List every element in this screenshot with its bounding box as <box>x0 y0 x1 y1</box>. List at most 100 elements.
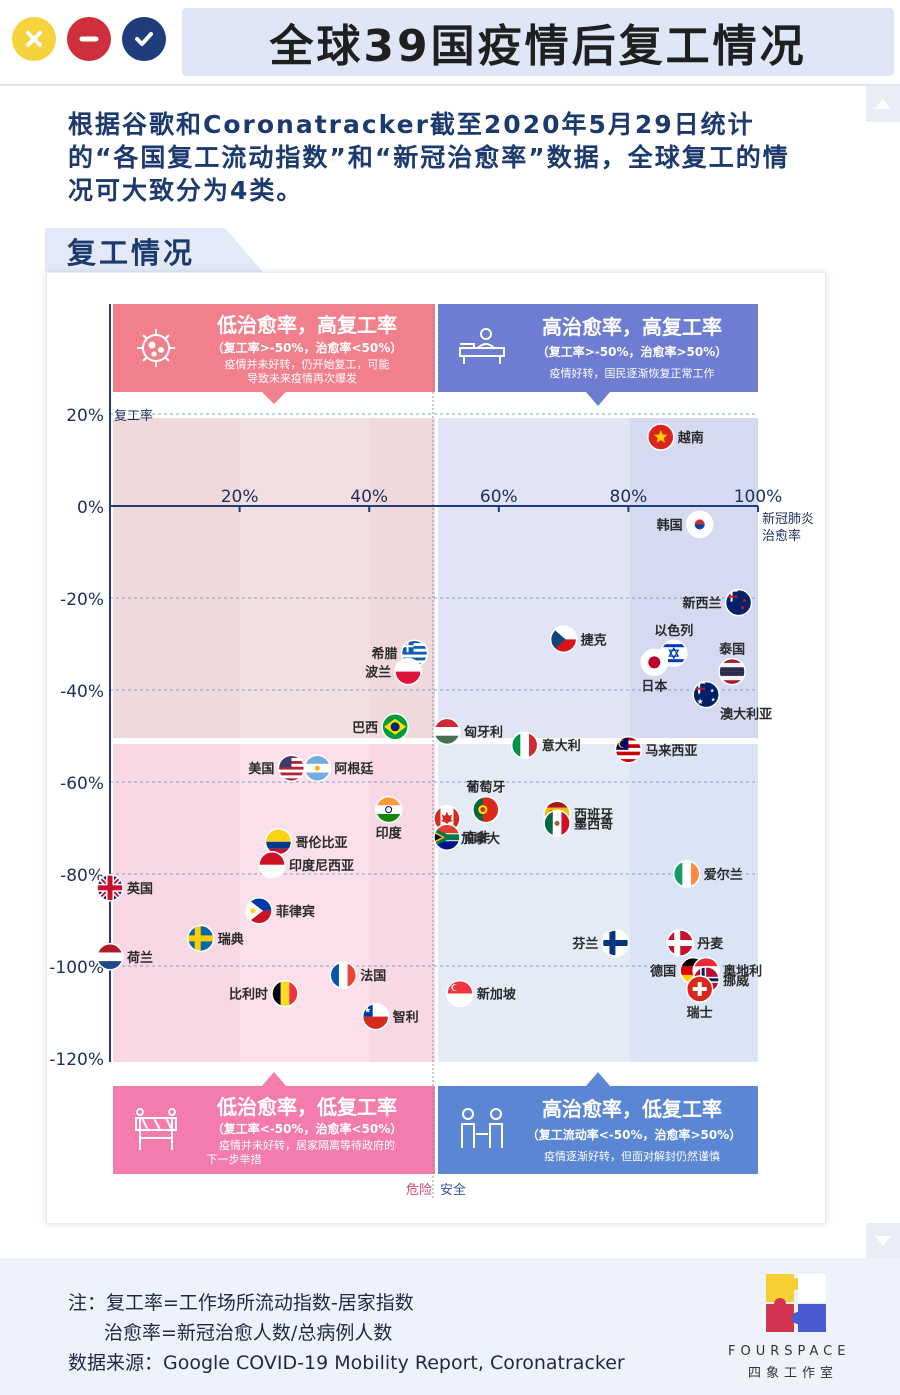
poland-flag-icon <box>395 658 422 685</box>
country-point: 巴西 <box>352 713 409 741</box>
marker-ring <box>394 657 422 686</box>
country-label: 波兰 <box>365 665 391 681</box>
y-tick-label: 0% <box>77 498 104 518</box>
check-icon <box>135 32 153 46</box>
intro-paragraph: 根据谷歌和Coronatracker截至2020年5月29日统计的“各国复工流动… <box>68 110 790 205</box>
quadrant-desc: 疫情逐渐好转，但面对解封仍然谨慎 <box>544 1149 720 1163</box>
marker-ring <box>543 809 571 838</box>
puzzle-logo-icon <box>766 1274 826 1332</box>
marker-ring <box>601 929 630 957</box>
country-label: 菲律宾 <box>276 904 315 920</box>
country-label: 丹麦 <box>697 936 724 952</box>
country-label: 以色列 <box>654 623 693 639</box>
france-flag-icon <box>330 962 357 989</box>
x-tick-label: 60% <box>480 487 518 507</box>
quadrant-box-top-right: 高治愈率，高复工率 （复工率>-50%，治愈率>50%） 疫情好转，国民逐渐恢复… <box>438 304 758 406</box>
quadrant-desc: 疫情并未好转，仍开始复工，可能 <box>225 357 390 371</box>
quadrant-box-bottom-left: 低治愈率，低复工率 （复工率<-50%，治愈率<50%） 疫情并未好转，居家隔离… <box>113 1072 435 1174</box>
country-label: 芬兰 <box>571 936 598 952</box>
confirm-button[interactable] <box>122 17 166 61</box>
y-axis-title: 复工率 <box>114 408 153 424</box>
divider <box>0 84 900 86</box>
marker-ring <box>724 588 753 617</box>
quadrant-condition: （复工率>-50%，治愈率>50%） <box>537 344 728 359</box>
marker-ring <box>258 851 286 879</box>
chevron-down-icon <box>875 1236 891 1246</box>
country-point: 法国 <box>329 961 386 989</box>
scroll-up-button[interactable] <box>866 86 900 122</box>
india-flag-icon <box>375 796 402 823</box>
country-point: 越南 <box>647 423 704 451</box>
country-point: 日本 <box>640 648 669 694</box>
singapore-flag-icon <box>446 980 473 1007</box>
footer: 注：复工率=工作场所流动指数-居家指数 治愈率=新冠治愈人数/总病例人数 数据来… <box>0 1258 900 1395</box>
bottom-right-band <box>630 744 758 1062</box>
x-tick-label: 40% <box>350 487 388 507</box>
marker-ring <box>381 713 409 741</box>
country-point: 比利时 <box>229 979 299 1008</box>
country-label: 韩国 <box>657 517 683 533</box>
canada-flag-icon <box>433 805 460 832</box>
country-label: 印度 <box>376 826 403 842</box>
chevron-up-icon <box>875 99 891 109</box>
top-right-band <box>630 418 758 738</box>
section-title: 复工情况 <box>67 236 196 270</box>
country-label: 哥伦比亚 <box>295 835 347 851</box>
country-point: 意大利 <box>510 731 581 759</box>
y-tick-label: -60% <box>60 774 104 794</box>
country-point: 印度 <box>374 795 403 842</box>
quadrant-title: 低治愈率，低复工率 <box>216 1095 397 1119</box>
quadrant-condition: （复工流动率<-50%，治愈率>50%） <box>527 1127 742 1142</box>
minus-icon <box>79 36 99 42</box>
country-label: 爱尔兰 <box>704 867 743 883</box>
southafrica-flag-icon <box>433 824 460 851</box>
page-title: 全球39国疫情后复工情况 <box>269 21 807 72</box>
country-label: 印度尼西亚 <box>289 858 354 874</box>
danger-label: 危险 <box>406 1183 432 1198</box>
country-label: 荷兰 <box>126 950 153 966</box>
country-point: 葡萄牙 <box>465 780 505 824</box>
scroll-down-button[interactable] <box>866 1223 900 1259</box>
country-label: 加拿大 <box>460 831 500 847</box>
gridlines <box>110 304 758 1200</box>
marker-ring <box>96 943 124 971</box>
marker-ring <box>672 860 701 888</box>
marker-ring <box>647 423 675 451</box>
marker-ring <box>96 874 124 902</box>
country-point: 爱尔兰 <box>672 860 743 888</box>
country-label: 墨西哥 <box>574 816 613 832</box>
colombia-flag-icon <box>265 828 292 855</box>
country-point: 墨西哥 <box>543 809 613 838</box>
country-label: 南非 <box>464 830 490 846</box>
country-label: 瑞士 <box>687 1005 713 1021</box>
country-label: 阿根廷 <box>334 761 374 777</box>
country-point: 新加坡 <box>446 979 517 1008</box>
marker-ring <box>666 929 694 957</box>
marker-ring <box>685 510 714 539</box>
close-button[interactable] <box>12 17 56 61</box>
marker-ring <box>472 795 500 824</box>
indonesia-flag-icon <box>259 851 285 878</box>
marker-ring <box>640 648 669 677</box>
country-point: 瑞典 <box>186 924 244 953</box>
thailand-flag-icon <box>719 658 746 685</box>
y-tick-label: 20% <box>66 406 104 426</box>
country-label: 葡萄牙 <box>465 780 505 796</box>
country-point: 泰国 <box>718 642 746 686</box>
country-label: 澳大利亚 <box>720 707 772 723</box>
virus-icon <box>137 329 175 367</box>
marker-ring <box>718 657 746 686</box>
marker-ring <box>685 975 714 1003</box>
country-point: 瑞士 <box>685 975 714 1021</box>
country-point: 荷兰 <box>96 943 153 971</box>
country-label: 意大利 <box>542 738 581 754</box>
marker-ring <box>271 979 299 1008</box>
minimize-button[interactable] <box>67 17 111 61</box>
marker-ring <box>510 731 539 759</box>
netherlands-flag-icon <box>97 943 123 970</box>
country-label: 新西兰 <box>683 596 722 612</box>
safe-label: 安全 <box>440 1182 466 1198</box>
quadrant-condition: （复工率>-50%，治愈率<50%） <box>212 340 403 355</box>
country-point: 英国 <box>96 874 153 902</box>
argentina-flag-icon <box>304 755 331 782</box>
